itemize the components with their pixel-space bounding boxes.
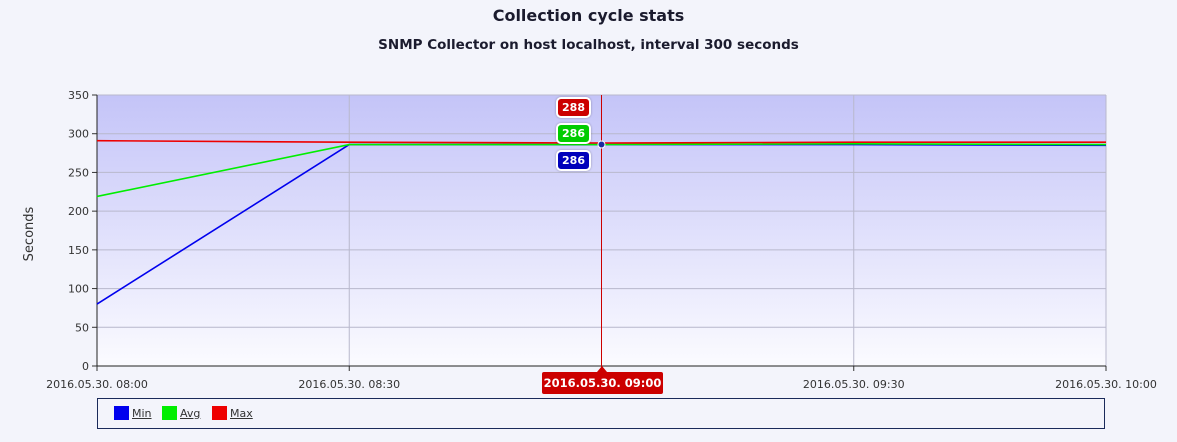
x-tick-label: 2016.05.30. 08:00 xyxy=(46,378,148,391)
crosshair xyxy=(597,95,606,372)
legend-label-avg: Avg xyxy=(180,406,201,420)
x-tick-label: 2016.05.30. 09:30 xyxy=(803,378,905,391)
tooltip-max: 288 xyxy=(556,97,591,118)
y-tick-label: 50 xyxy=(75,321,89,334)
legend-item-min[interactable]: Min xyxy=(114,406,152,420)
legend-swatch-min xyxy=(114,406,129,420)
tooltip-min: 286 xyxy=(556,150,591,171)
chart-subtitle: SNMP Collector on host localhost, interv… xyxy=(378,37,799,53)
axes: 0 50 100 150 200 250 300 350 2016.05.30. 08:00 20… xyxy=(46,89,1157,391)
y-tick-label: 300 xyxy=(68,128,89,141)
y-tick-label: 100 xyxy=(68,283,89,296)
y-tick-label: 0 xyxy=(82,360,89,373)
y-axis-label: Seconds xyxy=(22,206,37,261)
x-tick-label: 2016.05.30. 08:30 xyxy=(298,378,400,391)
legend-swatch-avg xyxy=(162,406,177,420)
legend-swatch-max xyxy=(212,406,227,420)
y-tick-label: 150 xyxy=(68,244,89,257)
legend-label-max: Max xyxy=(230,406,253,420)
chart-title: Collection cycle stats xyxy=(492,6,685,25)
legend-item-avg[interactable]: Avg xyxy=(162,406,200,420)
y-tick-label: 200 xyxy=(68,205,89,218)
y-tick-label: 250 xyxy=(68,166,89,179)
legend: Min Avg Max xyxy=(97,398,1105,429)
y-tick-label: 350 xyxy=(68,89,89,102)
legend-item-max[interactable]: Max xyxy=(212,406,253,420)
tooltip-avg: 286 xyxy=(556,123,591,144)
legend-label-min: Min xyxy=(132,406,152,420)
x-tick-label: 2016.05.30. 10:00 xyxy=(1055,378,1157,391)
crosshair-point xyxy=(597,140,606,149)
crosshair-x-label: 2016.05.30. 09:00 xyxy=(542,366,663,394)
